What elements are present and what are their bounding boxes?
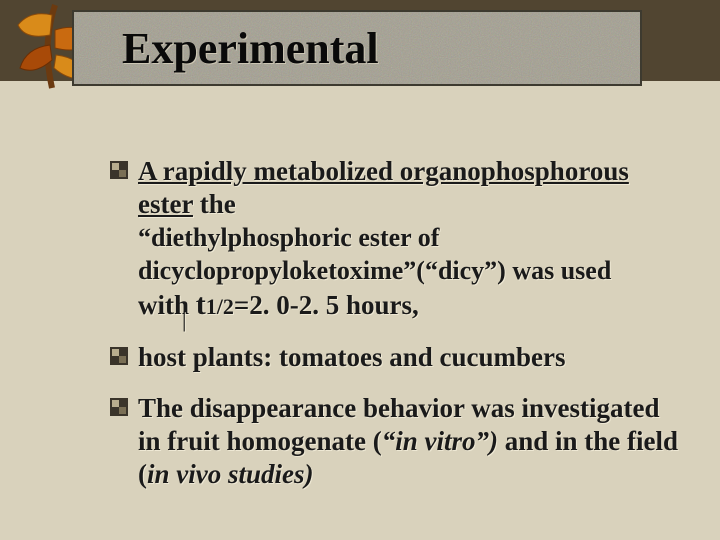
cursor-mark-icon: | [182,307,186,333]
bullet-icon [110,398,132,418]
bullet-sub-quote: “diethylphosphoric ester of dicyclopropy… [138,223,506,285]
bullet3-italic1: “in vitro”) [382,426,498,456]
title-bar: Experimental [72,10,642,86]
content-area: A rapidly metabolized organophosphorous … [110,155,680,509]
t-value: =2. 0-2. 5 hours, [234,290,419,320]
bullet-icon [110,161,132,181]
bullet-after-underline: the [193,189,236,219]
with-label: with [138,290,196,320]
bullet-text: A rapidly metabolized organophosphorous … [138,155,680,323]
bullet-item: host plants: tomatoes and cucumbers [110,341,680,374]
bullet-sub-tail: was used [506,256,611,285]
bullet-text: The disappearance behavior was investiga… [138,392,680,491]
bullet-text: host plants: tomatoes and cucumbers [138,341,566,374]
slide-title: Experimental [122,23,379,74]
slide: Experimental A rapidly metabolized organ… [0,0,720,540]
bullet3-italic2: in vivo studies) [147,459,314,489]
bullet-item: A rapidly metabolized organophosphorous … [110,155,680,323]
bullet-icon [110,347,132,367]
bullet-item: The disappearance behavior was investiga… [110,392,680,491]
t-symbol: t [196,288,206,321]
t-subscript: 1/2 [206,294,234,319]
